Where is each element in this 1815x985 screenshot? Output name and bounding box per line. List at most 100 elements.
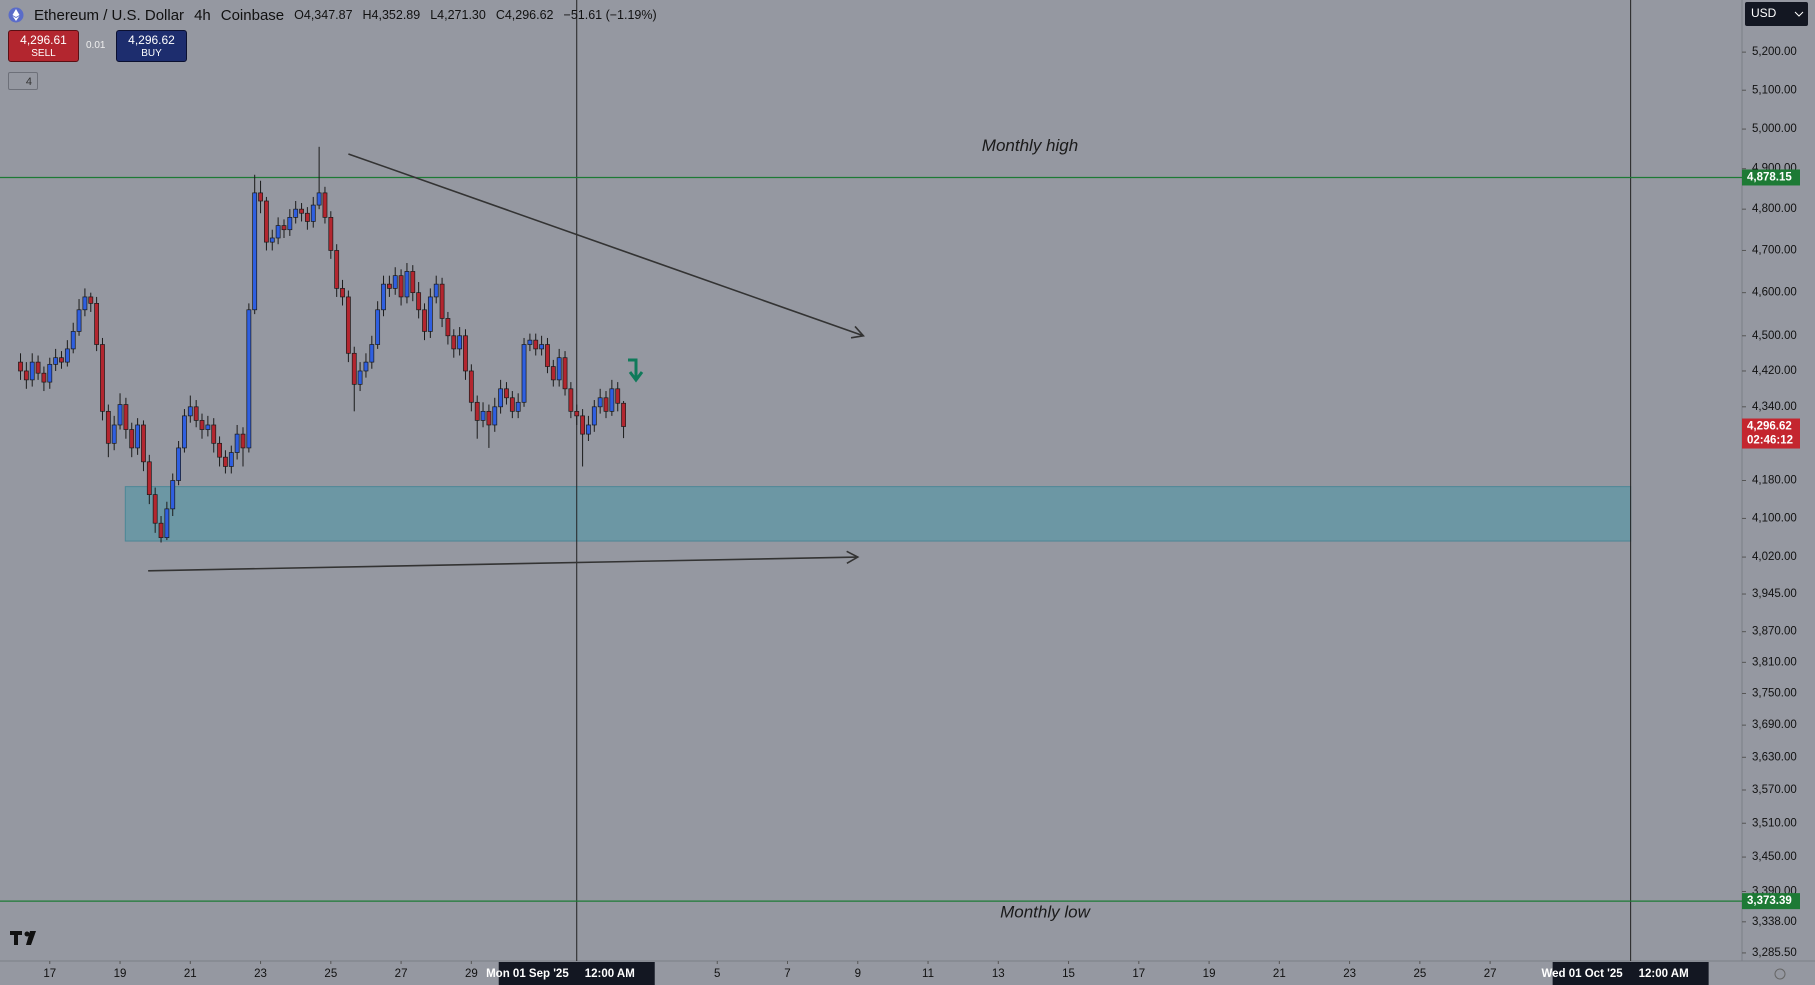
exchange: Coinbase — [220, 6, 285, 24]
y-tick-label: 3,870.00 — [1752, 626, 1797, 638]
candle-body — [609, 388, 615, 412]
demand-zone — [124, 486, 1632, 542]
candle-body — [111, 424, 117, 444]
x-tick-label: 25 — [324, 968, 337, 980]
candle-body — [47, 363, 53, 383]
change: −51.61 (−1.19%) — [563, 8, 657, 22]
x-tick-label: 15 — [1062, 968, 1075, 980]
candle-body — [264, 200, 269, 243]
trend-arrow — [148, 550, 860, 572]
buy-button[interactable]: 4,296.62 BUY — [116, 30, 187, 62]
y-tick-label: 3,945.00 — [1752, 588, 1797, 600]
indicator-toggle[interactable]: 4 — [8, 72, 38, 90]
candle-body — [76, 309, 82, 332]
candle-body — [539, 344, 544, 350]
candle-body — [480, 410, 486, 421]
candle-body — [187, 406, 193, 417]
x-tick-label: 19 — [1203, 968, 1216, 980]
candle-body — [568, 388, 574, 412]
y-tick-label: 4,600.00 — [1752, 287, 1797, 299]
y-tick-label: 3,510.00 — [1752, 817, 1797, 829]
x-tick-label: 19 — [114, 968, 127, 980]
candle-body — [509, 397, 515, 412]
x-tick-label: 27 — [395, 968, 408, 980]
candle-body — [88, 296, 94, 304]
candle-body — [170, 480, 176, 510]
y-tick-label: 4,420.00 — [1752, 365, 1797, 377]
candle-body — [269, 237, 275, 243]
y-tick-label: 5,100.00 — [1752, 84, 1797, 96]
y-tick-label: 4,100.00 — [1752, 512, 1797, 524]
high: H4,352.89 — [362, 8, 421, 22]
sell-price: 4,296.61 — [20, 33, 67, 47]
y-tick-label: 3,450.00 — [1752, 851, 1797, 863]
candle-body — [304, 212, 310, 222]
candle-body — [205, 424, 211, 430]
candle-body — [82, 296, 88, 311]
candle-body — [199, 420, 205, 430]
crosshair-label-bg — [1552, 962, 1709, 985]
candle-body — [105, 410, 111, 444]
level-text: Monthly high — [982, 136, 1078, 155]
open: O4,347.87 — [294, 8, 353, 22]
candle-body — [275, 225, 281, 239]
close: C4,296.62 — [495, 8, 554, 22]
candle-body — [427, 296, 433, 332]
y-tick-label: 4,180.00 — [1752, 475, 1797, 487]
candle-body — [129, 429, 135, 449]
currency-button[interactable] — [1745, 2, 1808, 26]
x-tick-label: 9 — [855, 968, 861, 980]
x-tick-label: 27 — [1484, 968, 1497, 980]
candle-body — [515, 401, 521, 412]
candle-body — [211, 424, 217, 444]
candle-body — [492, 406, 498, 426]
candle-body — [246, 309, 252, 449]
y-tick-label: 5,200.00 — [1752, 46, 1797, 58]
sell-button[interactable]: 4,296.61 SELL — [8, 30, 79, 62]
candle-body — [316, 192, 322, 206]
countdown: 02:46:12 — [1747, 435, 1793, 447]
y-tick-label: 3,338.00 — [1752, 916, 1797, 928]
candle-body — [521, 344, 527, 403]
candle-body — [281, 225, 287, 231]
candle-body — [70, 331, 76, 350]
x-tick-label: 11 — [922, 968, 934, 980]
crosshair-date: Wed 01 Oct '25 — [1541, 968, 1623, 980]
candle-body — [404, 271, 410, 298]
buy-label: BUY — [141, 48, 162, 59]
candle-body — [35, 361, 41, 374]
candle-body — [451, 335, 457, 350]
candle-body — [457, 335, 463, 350]
x-tick-label: 21 — [184, 968, 197, 980]
candle-body — [504, 388, 509, 399]
candle-body — [392, 275, 398, 289]
candle-body — [29, 361, 35, 381]
candle-body — [545, 344, 550, 367]
candle-body — [64, 348, 70, 363]
candle-body — [217, 442, 222, 458]
candle-body — [363, 361, 369, 372]
y-tick-label: 3,285.50 — [1752, 947, 1797, 959]
x-tick-label: 13 — [992, 968, 1005, 980]
candle-body — [615, 388, 621, 404]
symbol: Ethereum / U.S. Dollar — [34, 6, 185, 24]
candle-body — [252, 192, 258, 311]
candle-body — [258, 192, 263, 202]
candle-body — [223, 456, 228, 467]
crosshair-date: Mon 01 Sep '25 — [486, 968, 569, 980]
candle-body — [141, 424, 146, 463]
dropdown-icon — [1794, 11, 1804, 17]
trend-arrow — [348, 153, 865, 339]
settings-icon[interactable] — [1774, 968, 1786, 980]
header: Ethereum / U.S. Dollar 4h Coinbase O4,34… — [8, 4, 657, 26]
candle-body — [334, 250, 340, 289]
candle-body — [439, 283, 445, 319]
candle-body — [240, 433, 246, 449]
candle-body — [322, 192, 328, 218]
candle-body — [580, 415, 585, 435]
candle-body — [562, 357, 568, 390]
y-tick-label: 3,690.00 — [1752, 719, 1797, 731]
candle-body — [603, 397, 609, 412]
candle-body — [100, 344, 105, 412]
